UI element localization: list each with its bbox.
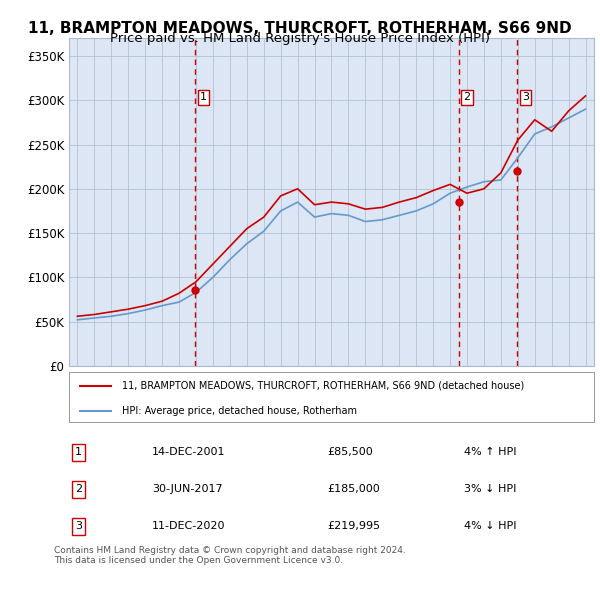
Text: Contains HM Land Registry data © Crown copyright and database right 2024.
This d: Contains HM Land Registry data © Crown c…: [54, 546, 406, 565]
Text: 1: 1: [75, 447, 82, 457]
Text: HPI: Average price, detached house, Rotherham: HPI: Average price, detached house, Roth…: [121, 406, 356, 416]
Text: £85,500: £85,500: [327, 447, 373, 457]
Text: 3: 3: [522, 92, 529, 102]
Text: 30-JUN-2017: 30-JUN-2017: [152, 484, 223, 494]
Text: 11, BRAMPTON MEADOWS, THURCROFT, ROTHERHAM, S66 9ND (detached house): 11, BRAMPTON MEADOWS, THURCROFT, ROTHERH…: [121, 381, 524, 391]
Text: 2: 2: [75, 484, 82, 494]
Text: 11-DEC-2020: 11-DEC-2020: [152, 522, 226, 532]
Text: 2: 2: [464, 92, 471, 102]
Text: 3: 3: [75, 522, 82, 532]
Text: 1: 1: [200, 92, 207, 102]
Text: 3% ↓ HPI: 3% ↓ HPI: [464, 484, 516, 494]
Text: Price paid vs. HM Land Registry's House Price Index (HPI): Price paid vs. HM Land Registry's House …: [110, 32, 490, 45]
Text: £185,000: £185,000: [327, 484, 380, 494]
Text: £219,995: £219,995: [327, 522, 380, 532]
Text: 14-DEC-2001: 14-DEC-2001: [152, 447, 226, 457]
Text: 4% ↓ HPI: 4% ↓ HPI: [464, 522, 516, 532]
Text: 11, BRAMPTON MEADOWS, THURCROFT, ROTHERHAM, S66 9ND: 11, BRAMPTON MEADOWS, THURCROFT, ROTHERH…: [28, 21, 572, 35]
Text: 4% ↑ HPI: 4% ↑ HPI: [464, 447, 516, 457]
